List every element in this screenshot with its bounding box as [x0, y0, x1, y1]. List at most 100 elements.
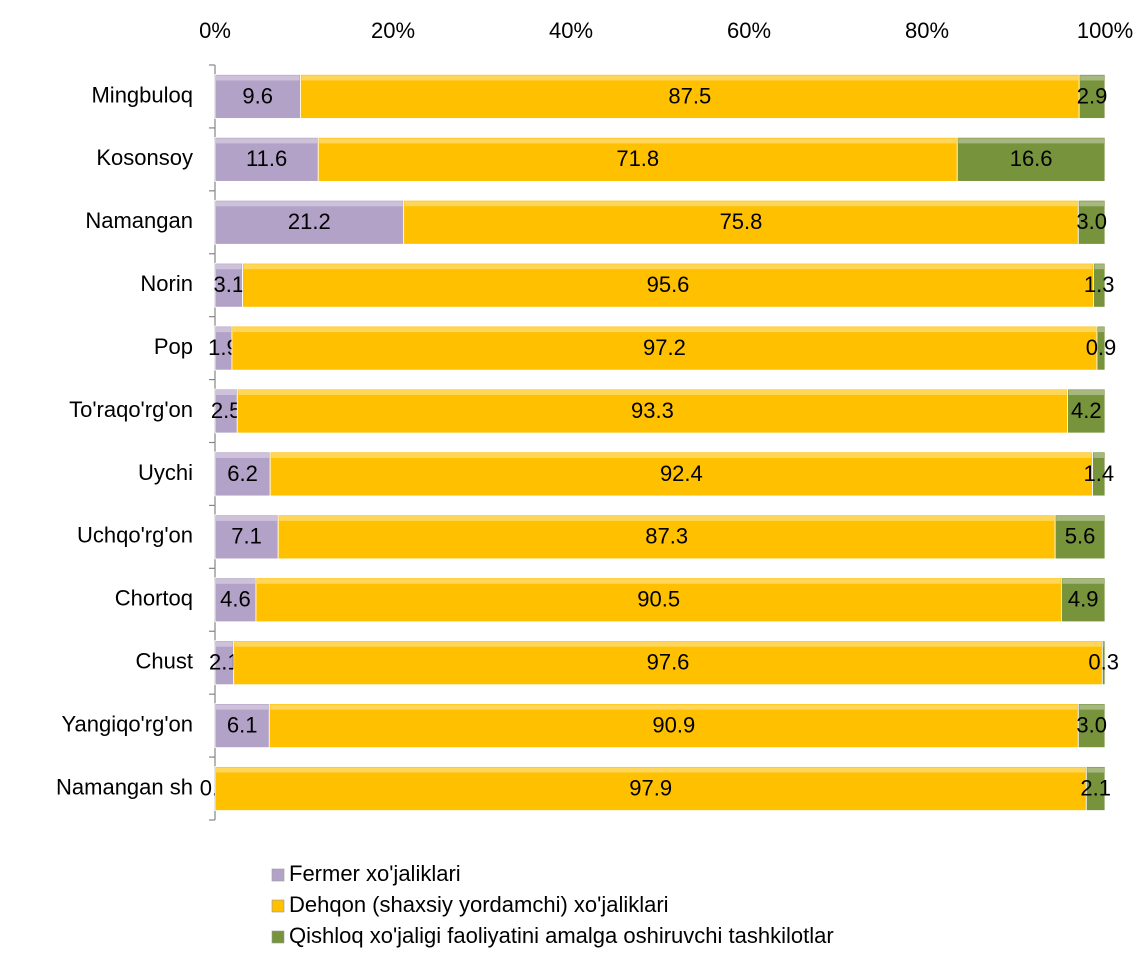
bar-highlight — [216, 578, 255, 584]
legend-marker — [271, 930, 285, 944]
bar-segment — [1101, 640, 1106, 686]
bar-highlight — [238, 390, 1067, 396]
bar-highlight — [232, 327, 1096, 333]
x-tick-label: 0% — [199, 18, 231, 43]
data-label: 2.9 — [1077, 83, 1108, 108]
bar-highlight — [234, 641, 1102, 647]
y-tick-label: Kosonsoy — [96, 145, 193, 170]
legend-label: Dehqon (shaxsiy yordamchi) xo'jaliklari — [289, 892, 669, 917]
legend-label: Fermer xo'jaliklari — [289, 861, 461, 886]
data-label: 3.0 — [1076, 209, 1107, 234]
bar-segment — [214, 451, 271, 497]
data-label: 71.8 — [616, 146, 659, 171]
bar-segment — [214, 262, 243, 308]
y-tick-label: Mingbuloq — [91, 82, 193, 107]
bar-segment — [1093, 262, 1106, 308]
bar-highlight — [319, 138, 957, 144]
bar-segment — [233, 640, 1103, 686]
x-tick-label: 80% — [905, 18, 949, 43]
data-label: 97.2 — [643, 335, 686, 360]
bar-highlight — [216, 515, 278, 521]
bar-segment — [1077, 703, 1106, 749]
bar-highlight — [301, 75, 1079, 81]
legend-marker — [271, 899, 285, 913]
bar-highlight — [216, 390, 237, 396]
data-label: 7.1 — [231, 524, 262, 549]
bar-highlight — [270, 704, 1078, 710]
bar-segment — [231, 325, 1098, 371]
data-label: 4.2 — [1071, 398, 1102, 423]
bar-highlight — [1079, 704, 1104, 710]
bar-segment — [317, 136, 958, 182]
x-tick-label: 100% — [1077, 18, 1133, 43]
bar-segment — [1092, 451, 1106, 497]
bar-highlight — [216, 327, 231, 333]
bar-segment — [214, 703, 270, 749]
bar-segment — [956, 136, 1106, 182]
bar-segment — [1078, 74, 1106, 119]
y-tick-label: Uychi — [138, 460, 193, 485]
bar-highlight — [1094, 264, 1104, 270]
bar-highlight — [958, 138, 1104, 144]
bar-highlight — [1080, 75, 1104, 81]
data-label: 2.1 — [1080, 775, 1111, 800]
bar-segment — [214, 199, 405, 245]
data-label: 87.3 — [645, 524, 688, 549]
y-tick-label: Norin — [140, 271, 193, 296]
bar-segment — [277, 514, 1056, 560]
data-label: 3.1 — [213, 272, 244, 297]
bar-highlight — [216, 75, 300, 81]
bar-segment — [236, 388, 1069, 434]
bar-highlight — [256, 578, 1061, 584]
bar-highlight — [1103, 641, 1104, 647]
bar-highlight — [216, 138, 318, 144]
y-tick-label: Chortoq — [115, 586, 193, 611]
bar-segment — [1054, 514, 1106, 560]
bar-segment — [242, 262, 1094, 308]
bar-segment — [214, 514, 279, 560]
bar-segment — [1060, 577, 1106, 623]
data-label: 0.3 — [1088, 650, 1119, 675]
data-label: 11.6 — [246, 146, 287, 171]
bar-highlight — [216, 767, 1086, 773]
x-tick-label: 60% — [727, 18, 771, 43]
bar-highlight — [243, 264, 1093, 270]
bar-highlight — [216, 452, 270, 458]
bar-segment — [268, 703, 1079, 749]
bar-highlight — [1093, 452, 1104, 458]
data-label: 5.6 — [1065, 524, 1096, 549]
bar-highlight — [216, 264, 242, 270]
bar-highlight — [1079, 201, 1104, 207]
bar-highlight — [216, 704, 269, 710]
data-label: 93.3 — [631, 398, 674, 423]
bar-highlight — [1056, 515, 1104, 521]
legend-label: Qishloq xo'jaligi faoliyatini amalga osh… — [289, 923, 834, 948]
data-label: 95.6 — [647, 272, 690, 297]
data-label: 90.5 — [637, 587, 680, 612]
bar-highlight — [216, 201, 403, 207]
y-tick-label: To'raqo'rg'on — [69, 397, 193, 422]
data-label: 4.9 — [1068, 587, 1099, 612]
bar-segment — [403, 199, 1079, 245]
bar-segment — [1077, 199, 1106, 245]
bar-highlight — [1097, 327, 1104, 333]
data-label: 6.2 — [227, 461, 258, 486]
bar-highlight — [1087, 767, 1104, 773]
x-tick-label: 40% — [549, 18, 593, 43]
data-label: 3.0 — [1076, 712, 1107, 737]
y-tick-label: Namangan sh — [56, 774, 193, 799]
data-label: 1.3 — [1084, 272, 1115, 297]
data-label: 2.5 — [211, 398, 242, 423]
data-label: 97.6 — [647, 650, 690, 675]
data-label: 0.9 — [1086, 335, 1117, 360]
y-tick-label: Uchqo'rg'on — [77, 523, 193, 548]
data-label: 92.4 — [660, 461, 703, 486]
data-label: 21.2 — [288, 209, 331, 234]
y-tick-label: Namangan — [85, 208, 193, 233]
data-label: 9.6 — [242, 83, 273, 108]
data-label: 75.8 — [720, 209, 763, 234]
y-tick-label: Chust — [136, 649, 193, 674]
bar-segment — [214, 766, 1087, 811]
data-label: 97.9 — [629, 775, 672, 800]
y-tick-label: Yangiqo'rg'on — [61, 711, 193, 736]
